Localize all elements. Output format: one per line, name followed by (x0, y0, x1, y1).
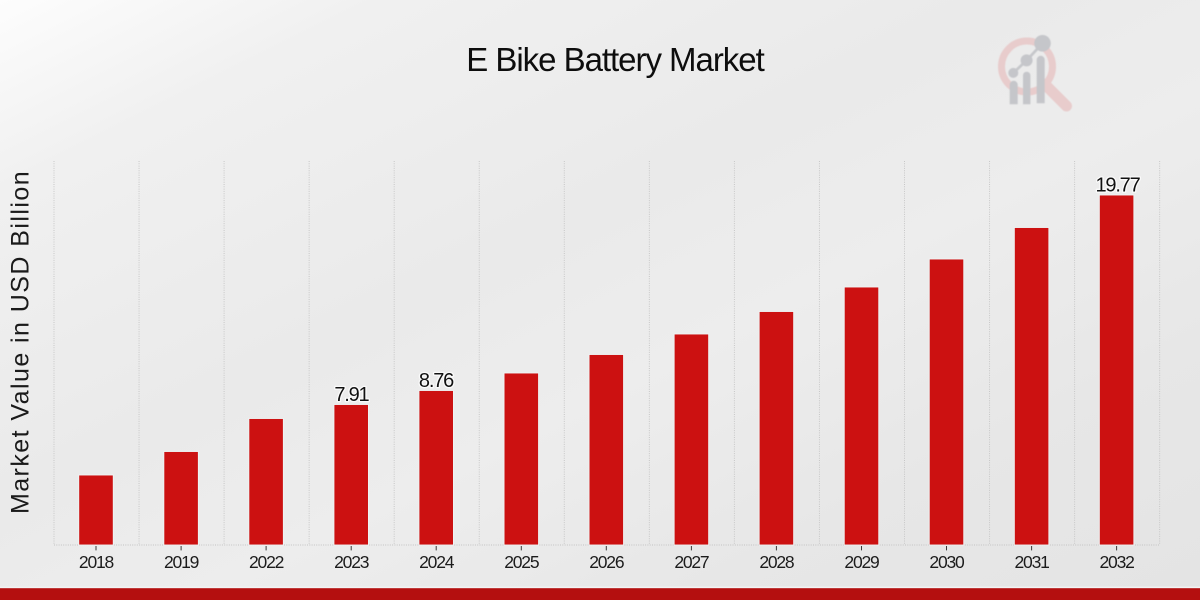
svg-text:7.91: 7.91 (334, 384, 369, 406)
svg-text:2022: 2022 (249, 552, 284, 572)
svg-text:2029: 2029 (844, 552, 879, 572)
svg-text:2023: 2023 (334, 552, 369, 572)
svg-text:2030: 2030 (929, 552, 965, 572)
svg-text:2026: 2026 (589, 552, 624, 572)
svg-text:2028: 2028 (759, 552, 794, 572)
svg-text:2024: 2024 (419, 552, 455, 572)
svg-text:Market Value in USD Billion: Market Value in USD Billion (7, 170, 35, 514)
svg-text:2027: 2027 (674, 552, 709, 572)
svg-text:2032: 2032 (1100, 552, 1135, 572)
svg-text:2019: 2019 (164, 552, 199, 572)
svg-text:19.77: 19.77 (1095, 175, 1140, 197)
svg-text:8.76: 8.76 (419, 370, 454, 392)
svg-text:2025: 2025 (504, 552, 539, 572)
svg-text:2031: 2031 (1015, 552, 1050, 572)
svg-text:E Bike Battery Market: E Bike Battery Market (466, 41, 764, 78)
svg-text:2018: 2018 (79, 552, 114, 572)
